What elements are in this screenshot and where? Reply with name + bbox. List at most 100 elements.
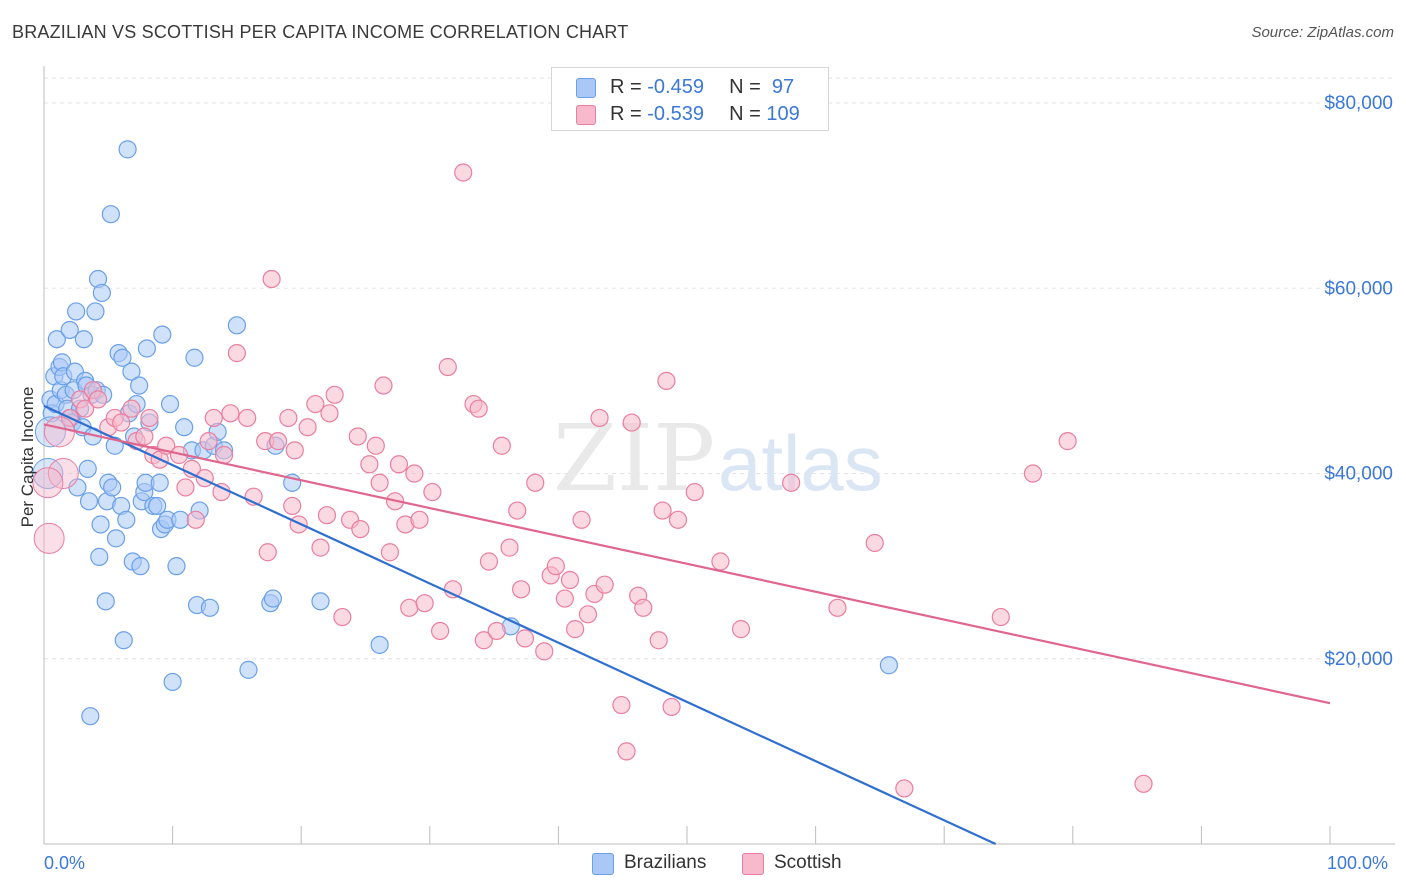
scottish-point: [370, 473, 389, 492]
scottish-point: [991, 607, 1010, 627]
r-label: R =: [610, 76, 648, 98]
scottish-point: [380, 543, 400, 562]
scottish-point: [512, 580, 531, 599]
scottish-point: [438, 357, 457, 377]
watermark-atlas: atlas: [718, 419, 883, 507]
scottish-point: [317, 506, 337, 525]
n-label: N =: [729, 76, 767, 98]
scottish-point: [430, 621, 450, 641]
brazilians-point: [47, 330, 66, 349]
scottish-point: [685, 482, 704, 502]
scottish-point: [865, 533, 884, 553]
brazilians-point: [67, 302, 86, 321]
scottish-point: [662, 697, 681, 717]
scottish-point: [487, 621, 506, 641]
r-value-scottish: -0.539: [647, 103, 704, 125]
scottish-point: [546, 557, 565, 576]
scottish-point: [389, 455, 409, 474]
scottish-point: [454, 163, 473, 182]
brazilians-legend-label: Brazilians: [624, 852, 707, 873]
brazilians-swatch: [576, 78, 596, 98]
brazilians-point: [106, 529, 126, 548]
scottish-legend-label: Scottish: [774, 852, 842, 873]
scottish-point: [262, 269, 281, 289]
scottish-point: [374, 376, 393, 395]
scottish-point: [492, 436, 511, 455]
scottish-large-point: [33, 522, 65, 554]
scottish-point: [578, 605, 598, 624]
r-value-brazilians: -0.459: [647, 76, 704, 98]
scottish-point: [1023, 464, 1043, 483]
brazilians-point: [200, 598, 219, 617]
brazilians-point: [163, 672, 182, 692]
scottish-point: [400, 598, 419, 617]
scottish-point: [649, 631, 668, 650]
stats-legend: R = -0.459 N = 97 R = -0.539 N = 109: [551, 67, 829, 131]
brazilians-point: [171, 510, 190, 529]
scottish-point: [366, 436, 385, 455]
brazilians-point: [370, 635, 389, 654]
scottish-point: [555, 589, 574, 608]
scottish-point: [572, 510, 591, 529]
brazilians-point: [96, 592, 115, 611]
chart-title: BRAZILIAN VS SCOTTISH PER CAPITA INCOME …: [12, 22, 629, 42]
brazilians-point: [153, 325, 172, 344]
scottish-large-point: [32, 467, 64, 499]
chart-source: Source: ZipAtlas.com: [1251, 24, 1394, 41]
brazilians-point: [81, 707, 100, 726]
scottish-point: [76, 399, 95, 418]
scottish-point: [1134, 774, 1153, 793]
scottish-point: [199, 432, 218, 451]
scottish-point: [828, 598, 847, 617]
scottish-point: [298, 418, 317, 437]
y-tick-label: $40,000: [1324, 464, 1393, 485]
scottish-point: [88, 390, 108, 409]
scottish-point: [535, 642, 554, 661]
brazilians-point: [185, 348, 204, 367]
brazilians-point: [175, 418, 194, 437]
scottish-point: [289, 515, 308, 534]
scottish-point: [622, 413, 641, 432]
scottish-point: [360, 455, 379, 474]
scottish-point: [320, 404, 339, 423]
scottish-point: [590, 408, 609, 428]
scottish-point: [135, 427, 154, 446]
scottish-point: [474, 631, 493, 650]
brazilians-point: [79, 492, 99, 511]
brazilians-point: [60, 320, 79, 340]
scottish-point: [657, 371, 676, 391]
r-label: R =: [610, 103, 648, 125]
n-value-brazilians: 97: [766, 76, 795, 98]
scottish-point: [333, 607, 352, 627]
scottish-point: [311, 538, 330, 557]
scottish-swatch: [576, 105, 596, 125]
brazilians-point: [114, 631, 133, 650]
brazilians-point: [103, 478, 122, 497]
scottish-point: [668, 510, 688, 529]
scottish-large-point: [43, 416, 75, 448]
scottish-point: [405, 464, 424, 483]
scottish-point: [176, 478, 195, 497]
brazilians-point: [74, 330, 93, 349]
brazilians-point: [167, 557, 186, 576]
scottish-point: [204, 408, 223, 428]
scottish-point: [560, 570, 580, 590]
scottish-point: [895, 779, 914, 798]
brazilians-point: [101, 205, 120, 224]
n-label: N =: [729, 103, 767, 125]
brazilians-point: [122, 362, 141, 381]
x-tick-label-max: 100.0%: [1327, 853, 1389, 873]
scottish-point: [325, 385, 344, 404]
scottish-legend-swatch: [742, 853, 764, 875]
brazilians-point: [311, 592, 330, 611]
brazilians-point: [90, 547, 109, 566]
y-tick-label: $80,000: [1324, 93, 1393, 114]
scottish-point: [508, 501, 527, 520]
brazilians-point: [160, 394, 180, 414]
y-tick-label: $20,000: [1324, 649, 1393, 670]
brazilians-point: [131, 557, 150, 576]
y-axis-label: Per Capita Income: [18, 386, 37, 528]
scottish-point: [221, 404, 240, 423]
brazilians-point: [150, 473, 169, 492]
